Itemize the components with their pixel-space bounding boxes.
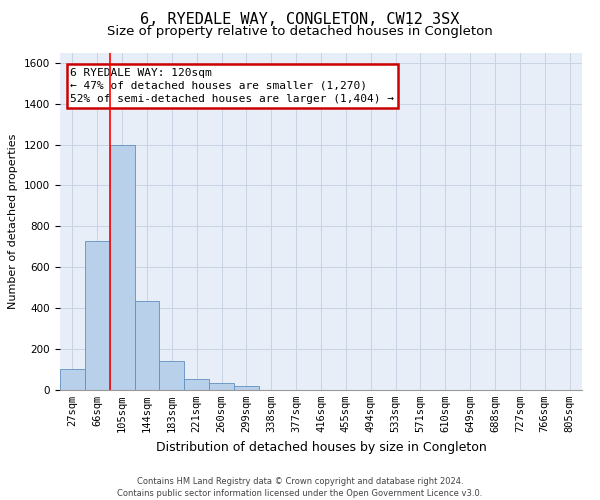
Bar: [184, 379, 209, 390]
Bar: [60, 368, 85, 390]
Bar: [134, 301, 160, 390]
Bar: [234, 386, 259, 390]
Bar: [110, 144, 134, 390]
Bar: [209, 383, 234, 390]
Text: 6, RYEDALE WAY, CONGLETON, CW12 3SX: 6, RYEDALE WAY, CONGLETON, CW12 3SX: [140, 12, 460, 28]
Bar: [85, 240, 110, 390]
Text: Size of property relative to detached houses in Congleton: Size of property relative to detached ho…: [107, 25, 493, 38]
Bar: [160, 362, 184, 390]
Y-axis label: Number of detached properties: Number of detached properties: [8, 134, 19, 309]
Text: Contains HM Land Registry data © Crown copyright and database right 2024.
Contai: Contains HM Land Registry data © Crown c…: [118, 476, 482, 498]
X-axis label: Distribution of detached houses by size in Congleton: Distribution of detached houses by size …: [155, 440, 487, 454]
Text: 6 RYEDALE WAY: 120sqm
← 47% of detached houses are smaller (1,270)
52% of semi-d: 6 RYEDALE WAY: 120sqm ← 47% of detached …: [70, 68, 394, 104]
